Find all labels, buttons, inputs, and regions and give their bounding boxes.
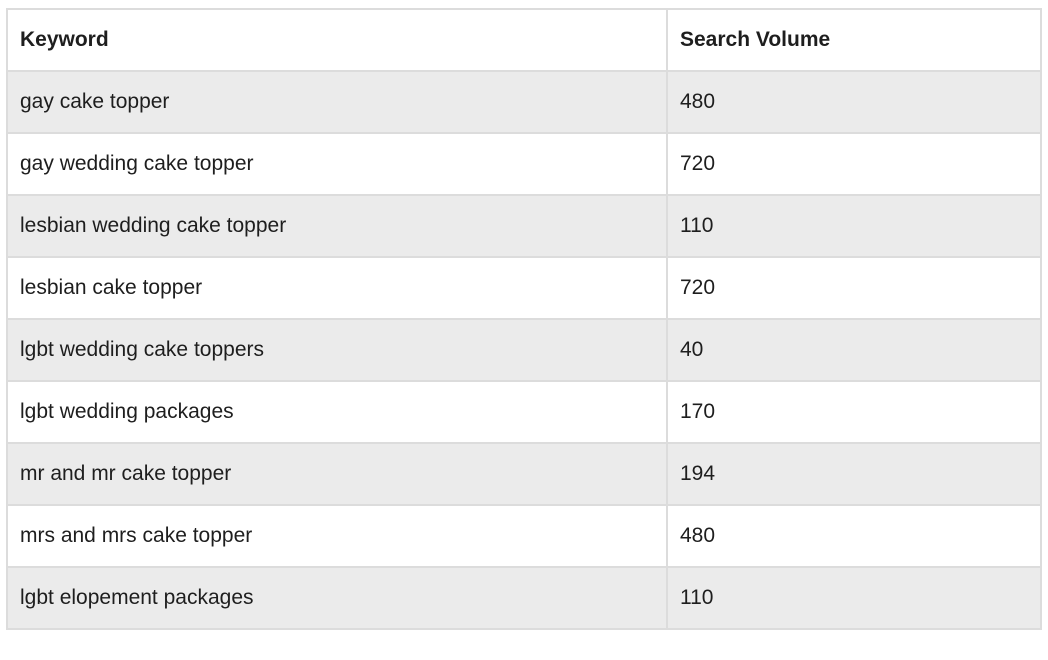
table-row: gay wedding cake topper 720	[6, 132, 1042, 196]
search-volume-cell: 110	[666, 566, 1042, 630]
keyword-cell: lgbt wedding cake toppers	[6, 318, 668, 382]
keyword-cell: gay cake topper	[6, 70, 668, 134]
search-volume-cell: 170	[666, 380, 1042, 444]
keyword-cell: mrs and mrs cake topper	[6, 504, 668, 568]
table-row: lesbian cake topper 720	[6, 256, 1042, 320]
keyword-cell: mr and mr cake topper	[6, 442, 668, 506]
table-row: lgbt elopement packages 110	[6, 566, 1042, 630]
search-volume-cell: 720	[666, 256, 1042, 320]
table-row: lgbt wedding packages 170	[6, 380, 1042, 444]
search-volume-cell: 194	[666, 442, 1042, 506]
keyword-table: Keyword Search Volume gay cake topper 480…	[6, 8, 1042, 630]
search-volume-cell: 110	[666, 194, 1042, 258]
table-row: mr and mr cake topper 194	[6, 442, 1042, 506]
search-volume-cell: 720	[666, 132, 1042, 196]
search-volume-cell: 40	[666, 318, 1042, 382]
header-row: Keyword Search Volume	[6, 8, 1042, 72]
keyword-cell: lesbian cake topper	[6, 256, 668, 320]
keyword-cell: gay wedding cake topper	[6, 132, 668, 196]
header-keyword: Keyword	[6, 8, 668, 72]
table-row: mrs and mrs cake topper 480	[6, 504, 1042, 568]
keyword-cell: lesbian wedding cake topper	[6, 194, 668, 258]
table-row: lgbt wedding cake toppers 40	[6, 318, 1042, 382]
header-search-volume: Search Volume	[666, 8, 1042, 72]
search-volume-cell: 480	[666, 504, 1042, 568]
search-volume-cell: 480	[666, 70, 1042, 134]
keyword-cell: lgbt elopement packages	[6, 566, 668, 630]
table-row: lesbian wedding cake topper 110	[6, 194, 1042, 258]
table-row: gay cake topper 480	[6, 70, 1042, 134]
keyword-cell: lgbt wedding packages	[6, 380, 668, 444]
